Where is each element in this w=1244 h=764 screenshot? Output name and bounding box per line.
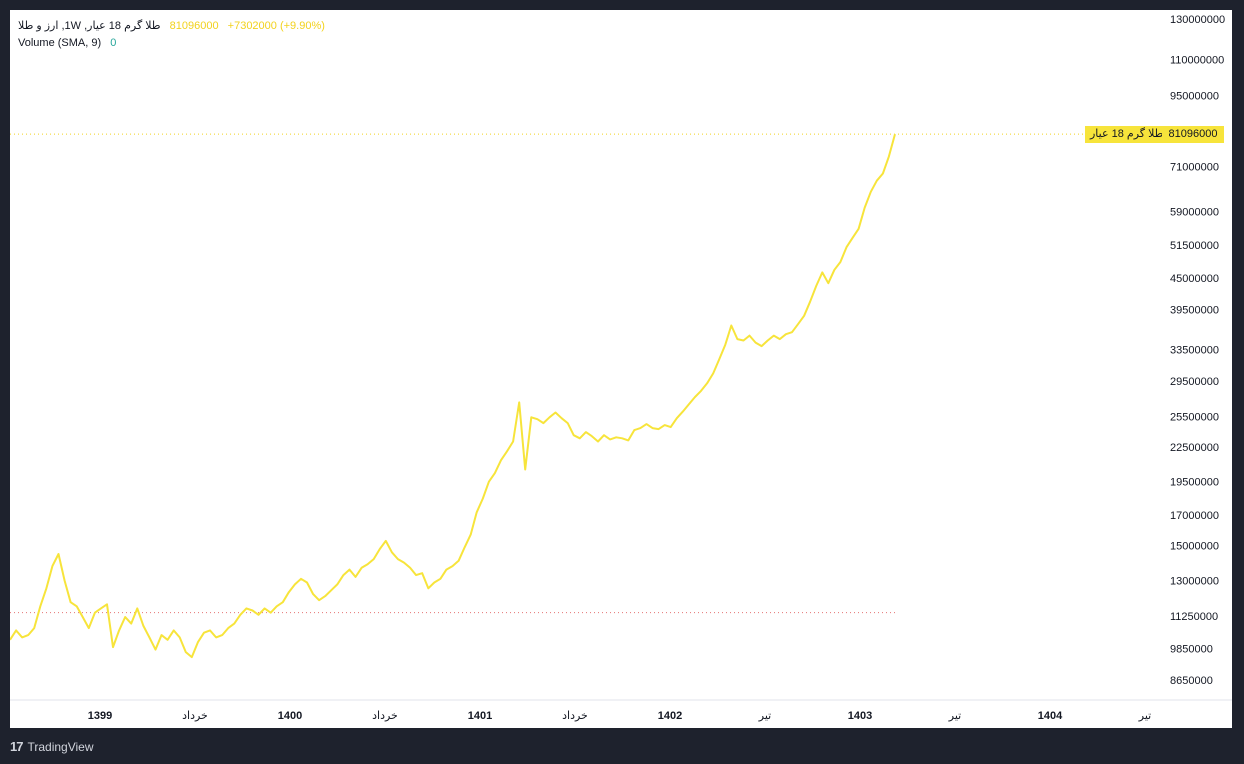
legend-change: +7302000 (+9.90%) — [227, 20, 325, 32]
y-tick-label: 95000000 — [1170, 91, 1219, 103]
x-tick-label: 1401 — [468, 710, 492, 722]
y-tick-label: 9850000 — [1170, 643, 1213, 655]
y-tick-label: 59000000 — [1170, 207, 1219, 219]
y-tick-label: 15000000 — [1170, 541, 1219, 553]
x-tick-label: تیر — [948, 710, 961, 722]
y-tick-label: 13000000 — [1170, 576, 1219, 588]
legend-symbol-row[interactable]: طلا گرم 18 عیار, 1W, ارز و طلا 81096000 … — [18, 18, 325, 35]
tradingview-logo[interactable]: 17 TradingView — [10, 739, 94, 754]
price-tag-value: 81096000 — [1162, 126, 1224, 143]
x-axis: 1399 خرداد 1400 خرداد 1401 خرداد 1402 تیر 1403 تی… — [88, 710, 1151, 722]
y-tick-label: 22500000 — [1170, 442, 1219, 454]
y-tick-label: 33500000 — [1170, 345, 1219, 357]
price-series — [10, 133, 896, 659]
y-tick-label: 45000000 — [1170, 273, 1219, 285]
y-tick-label: 25500000 — [1170, 411, 1219, 423]
price-tag-label: طلا گرم 18 عیار — [1085, 126, 1169, 143]
legend: طلا گرم 18 عیار, 1W, ارز و طلا 81096000 … — [18, 18, 325, 52]
y-tick-label: 29500000 — [1170, 376, 1219, 388]
legend-price: 81096000 — [169, 20, 219, 32]
x-tick-label: خرداد — [182, 710, 208, 722]
y-tick-label: 130000000 — [1170, 14, 1225, 26]
y-tick-label: 51500000 — [1170, 240, 1219, 252]
y-tick-label: 11250000 — [1170, 611, 1218, 623]
tradingview-brand: TradingView — [27, 739, 94, 754]
x-tick-label: تیر — [758, 710, 771, 722]
y-tick-label: 71000000 — [1170, 162, 1219, 174]
x-tick-label: 1404 — [1038, 710, 1063, 722]
series-line — [10, 133, 896, 659]
tradingview-logo-icon: 17 — [10, 739, 24, 754]
y-tick-label: 17000000 — [1170, 510, 1219, 522]
x-tick-label: 1400 — [278, 710, 302, 722]
legend-volume-row[interactable]: Volume (SMA, 9) 0 — [18, 35, 325, 52]
legend-volume-label: Volume (SMA, 9) — [18, 37, 102, 49]
x-tick-label: تیر — [1138, 710, 1151, 722]
y-tick-label: 39500000 — [1170, 305, 1219, 317]
y-tick-label: 110000000 — [1170, 55, 1224, 67]
x-tick-label: خرداد — [562, 710, 588, 722]
x-tick-label: 1403 — [848, 710, 872, 722]
y-tick-label: 19500000 — [1170, 477, 1219, 489]
y-tick-label: 8650000 — [1170, 675, 1213, 687]
chart-frame[interactable]: 1300000001100000009500000082000000710000… — [10, 10, 1232, 728]
legend-volume-value: 0 — [110, 37, 117, 49]
x-tick-label: 1402 — [658, 710, 682, 722]
price-chart[interactable]: 1300000001100000009500000082000000710000… — [10, 10, 1232, 728]
y-axis: 1300000001100000009500000082000000710000… — [1170, 14, 1225, 687]
x-tick-label: خرداد — [372, 710, 398, 722]
legend-symbol: طلا گرم 18 عیار, 1W, ارز و طلا — [18, 20, 161, 32]
x-tick-label: 1399 — [88, 710, 112, 722]
